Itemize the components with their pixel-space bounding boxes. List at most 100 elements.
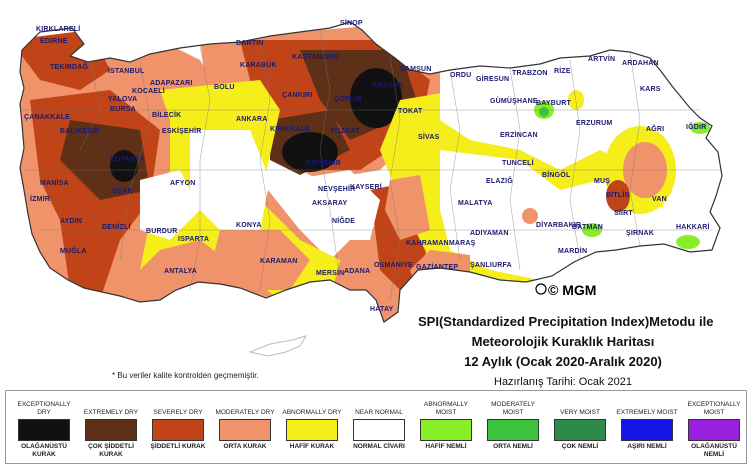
city-label: TUNCELİ bbox=[502, 160, 534, 167]
city-label: HATAY bbox=[370, 306, 394, 313]
legend-swatch bbox=[487, 419, 539, 441]
city-label: YALOVA bbox=[108, 96, 138, 103]
legend-item: ABNORMALLY MOIST HAFİF NEMLİ bbox=[414, 391, 478, 451]
quality-note: * Bu veriler kalite kontrolden geçmemişt… bbox=[112, 371, 259, 380]
city-label: BURSA bbox=[110, 106, 136, 113]
city-label: ESKİŞEHİR bbox=[162, 128, 202, 135]
city-label: NEVŞEHİR bbox=[318, 186, 356, 193]
city-label: AĞRI bbox=[646, 126, 665, 133]
city-label: ŞIRNAK bbox=[626, 230, 655, 237]
city-label: MALATYA bbox=[458, 200, 493, 207]
city-label: DİYARBAKIR bbox=[536, 222, 582, 229]
city-label: KIRIKKALE bbox=[270, 126, 310, 133]
city-label: MERSİN bbox=[316, 270, 345, 277]
mgm-emblem-icon bbox=[535, 283, 547, 295]
legend-item: SEVERELY DRY ŞİDDETLİ KURAK bbox=[146, 391, 210, 451]
city-label: UŞAK bbox=[112, 188, 133, 195]
map-title-block: SPI(Standardized Precipitation Index)Met… bbox=[418, 312, 748, 392]
legend-label-en: ABNORMALLY DRY bbox=[282, 409, 342, 416]
legend-swatch bbox=[554, 419, 606, 441]
city-label: BATMAN bbox=[572, 224, 604, 231]
legend-swatch bbox=[152, 419, 204, 441]
legend-item: NEAR NORMAL NORMAL CİVARI bbox=[347, 391, 411, 451]
spi-fill-layers bbox=[20, 22, 710, 322]
city-label: HAKKARİ bbox=[676, 224, 710, 231]
legend-label-en: MODERATELY MOIST bbox=[491, 401, 535, 416]
legend-label-en: ABNORMALLY MOIST bbox=[424, 401, 468, 416]
prepared-date: Hazırlanış Tarihi: Ocak 2021 bbox=[494, 376, 632, 388]
city-label: BURDUR bbox=[146, 228, 178, 235]
city-label: SAMSUN bbox=[400, 66, 432, 73]
city-label: RİZE bbox=[554, 68, 571, 75]
legend-item: EXTREMELY DRY ÇOK ŞİDDETLİ KURAK bbox=[79, 391, 143, 459]
city-label: KÜTAHYA bbox=[110, 156, 145, 163]
city-label: BİLECİK bbox=[152, 112, 182, 119]
city-label: ÇORUM bbox=[334, 96, 362, 103]
city-label: DENİZLİ bbox=[102, 224, 131, 231]
legend-label-tr: HAFİF NEMLİ bbox=[425, 443, 467, 450]
city-label: BİNGÖL bbox=[542, 172, 571, 179]
city-label: İZMİR bbox=[30, 196, 51, 203]
province-borders bbox=[20, 29, 720, 301]
city-label: VAN bbox=[652, 196, 667, 203]
city-label: ORDU bbox=[450, 72, 472, 79]
city-label: İSTANBUL bbox=[108, 68, 145, 75]
legend-item: EXCEPTIONALLY DRY OLAĞANÜSTÜ KURAK bbox=[12, 391, 76, 459]
city-label: ARDAHAN bbox=[622, 60, 659, 67]
city-label: ÇANAKKALE bbox=[24, 114, 71, 121]
copyright-label: © MGM bbox=[548, 282, 597, 298]
city-label: KOCAELİ bbox=[132, 88, 165, 95]
legend-label-en: EXCEPTIONALLY DRY bbox=[17, 401, 71, 416]
city-label: KARS bbox=[640, 86, 661, 93]
legend-label-tr: ÇOK NEMLİ bbox=[561, 443, 599, 450]
city-label: AYDIN bbox=[60, 218, 83, 225]
city-label: KAYSERİ bbox=[350, 184, 382, 191]
city-label: KIRŞEHİR bbox=[306, 160, 342, 167]
title-line-3: 12 Aylık (Ocak 2020-Aralık 2020) bbox=[464, 354, 662, 369]
legend-item: ABNORMALLY DRY HAFİF KURAK bbox=[280, 391, 344, 451]
city-label: KIRKLARELİ bbox=[36, 26, 81, 33]
legend-label-en: EXTREMELY MOIST bbox=[616, 409, 678, 416]
legend-item: MODERATELY DRY ORTA KURAK bbox=[213, 391, 277, 451]
city-label: TOKAT bbox=[398, 108, 423, 115]
city-label: TRABZON bbox=[512, 70, 548, 77]
city-label: KAHRAMANMARAŞ bbox=[406, 240, 476, 247]
city-label: MARDİN bbox=[558, 248, 588, 255]
legend-label-tr: ORTA KURAK bbox=[223, 443, 267, 450]
city-label: KARABÜK bbox=[240, 62, 277, 69]
city-label: ANTALYA bbox=[164, 268, 198, 275]
city-label: BAYBURT bbox=[536, 100, 571, 107]
legend-swatch bbox=[353, 419, 405, 441]
legend-swatch bbox=[286, 419, 338, 441]
city-label: ERZURUM bbox=[576, 120, 613, 127]
legend: EXCEPTIONALLY DRY OLAĞANÜSTÜ KURAK EXTREME… bbox=[5, 390, 747, 464]
city-label: OSMANİYE bbox=[374, 262, 413, 269]
legend-label-tr: OLAĞANÜSTÜ KURAK bbox=[21, 443, 67, 458]
city-label: AKSARAY bbox=[312, 200, 348, 207]
city-label: ŞANLIURFA bbox=[470, 262, 512, 269]
city-label: ELAZIĞ bbox=[486, 178, 513, 185]
city-label: ISPARTA bbox=[178, 236, 210, 243]
legend-item: EXTREMELY MOIST AŞIRI NEMLİ bbox=[615, 391, 679, 451]
city-label: GAZİANTEP bbox=[416, 264, 459, 271]
city-label: BARTIN bbox=[236, 40, 264, 47]
city-label: SİNOP bbox=[340, 20, 363, 27]
legend-item: EXCEPTIONALLY MOIST OLAĞANÜSTÜ NEMLİ bbox=[682, 391, 746, 459]
city-label: ADANA bbox=[344, 268, 371, 275]
legend-label-en: SEVERELY DRY bbox=[153, 409, 203, 416]
legend-label-tr: OLAĞANÜSTÜ NEMLİ bbox=[691, 443, 737, 458]
city-label: MANİSA bbox=[40, 180, 69, 187]
legend-swatch bbox=[688, 419, 740, 441]
city-label: KASTAMONU bbox=[292, 54, 339, 61]
legend-swatch bbox=[621, 419, 673, 441]
title-line-2: Meteorolojik Kuraklık Haritası bbox=[471, 334, 655, 349]
legend-label-tr: ORTA NEMLİ bbox=[493, 443, 533, 450]
legend-label-en: MODERATELY DRY bbox=[215, 409, 275, 416]
city-label: AMASYA bbox=[372, 82, 403, 89]
cyprus-shape bbox=[248, 335, 308, 357]
city-label: ANKARA bbox=[236, 116, 268, 123]
city-label: SİİRT bbox=[614, 210, 633, 217]
city-label: ARTVİN bbox=[588, 56, 616, 63]
legend-label-en: EXCEPTIONALLY MOIST bbox=[687, 401, 741, 416]
